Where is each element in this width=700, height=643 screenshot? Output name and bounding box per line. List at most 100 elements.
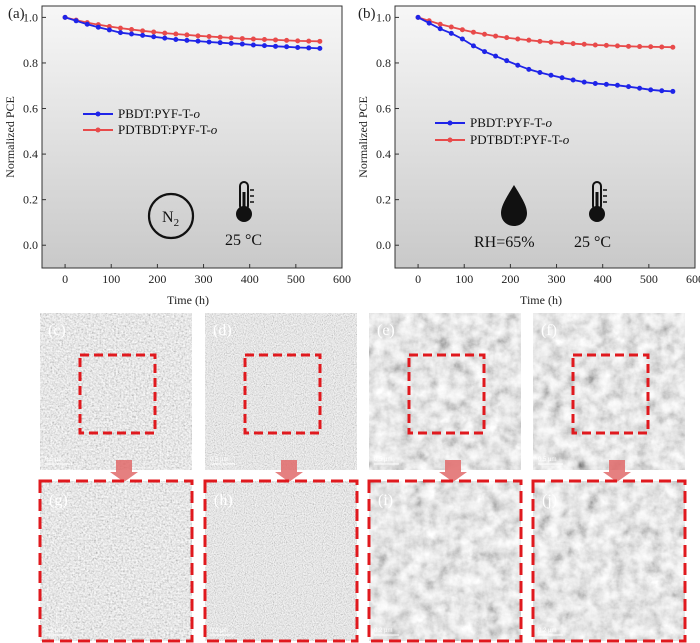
y-axis-label: Normalized PCE — [3, 96, 17, 178]
thermometer-icon-a — [236, 181, 254, 222]
chart-panel-a: (a) 0 100 200 300 400 500 600 0.0 0.2 0.4 0.6 0.8 1.0… — [3, 5, 351, 307]
n2-label: N2 — [162, 209, 179, 229]
data-point — [614, 82, 620, 88]
scale-bar-label: 0.2 µm — [210, 628, 228, 634]
afm-panel-label: (e) — [377, 322, 395, 339]
afm-panel-label: (f) — [541, 322, 557, 339]
data-point — [261, 36, 267, 42]
x-tick-label: 300 — [548, 272, 566, 286]
data-point — [670, 44, 676, 50]
scale-bar-label: 0.2 µm — [45, 628, 63, 634]
data-point — [526, 37, 532, 43]
x-tick-label: 500 — [640, 272, 658, 286]
afm-panel-label: (d) — [213, 322, 232, 339]
temperature-label-a: 25 °C — [225, 232, 262, 249]
y-tick-label: 0.4 — [376, 147, 391, 161]
afm-image — [533, 313, 685, 470]
data-point — [648, 44, 654, 50]
data-point — [448, 30, 454, 36]
x-tick-label: 0 — [415, 272, 421, 286]
legend-label-main: PDTBDT:PYF-T- — [118, 122, 211, 137]
afm-zoom-image — [205, 481, 357, 641]
data-point — [273, 43, 279, 49]
afm-panel-label: (i) — [378, 492, 393, 509]
scale-bar-label: 0.5 µm — [210, 457, 228, 463]
data-point — [284, 37, 290, 43]
data-point — [614, 43, 620, 49]
data-point — [206, 34, 212, 40]
zoom-arrow-icon — [439, 460, 467, 482]
legend-label: PDTBDT:PYF-T-o — [470, 132, 570, 147]
data-point — [482, 49, 488, 55]
data-point — [62, 14, 68, 20]
afm-panel-label: (h) — [214, 492, 233, 509]
data-point — [659, 44, 665, 50]
x-tick-label: 400 — [594, 272, 612, 286]
data-point — [548, 39, 554, 45]
data-point — [106, 27, 112, 33]
data-point — [526, 66, 532, 72]
data-point — [493, 53, 499, 59]
y-axis-label: Normalized PCE — [356, 96, 370, 178]
x-axis-label: Time (h) — [167, 293, 209, 307]
data-point — [228, 35, 234, 41]
x-tick-label: 100 — [102, 272, 120, 286]
chart-panel-b: (b) 0 100 200 300 400 500 600 0.0 0.2 0.4 0.6 0.8 1.0… — [356, 5, 700, 307]
data-point — [250, 36, 256, 42]
data-point — [284, 44, 290, 50]
data-point — [217, 40, 223, 46]
data-point — [548, 72, 554, 78]
data-point — [195, 33, 201, 39]
data-point — [470, 29, 476, 35]
data-point — [626, 84, 632, 90]
data-point — [261, 43, 267, 49]
panel-label: (a) — [8, 6, 25, 22]
data-point — [195, 38, 201, 44]
legend-marker — [447, 120, 453, 126]
data-point — [592, 42, 598, 48]
data-point — [437, 26, 443, 32]
x-axis-label: Time (h) — [520, 293, 562, 307]
plot-area — [394, 5, 696, 269]
y-tick-label: 0.4 — [23, 147, 38, 161]
data-point — [317, 38, 323, 44]
x-tick-label: 500 — [287, 272, 305, 286]
n2-annotation: N2 — [147, 192, 195, 240]
afm-images: (c) 0.5 µm (d) 0.5 µm (e) 0.5 µm (f) 0.5 µm (g) 0… — [38, 313, 687, 643]
humidity-label: RH=65% — [474, 234, 535, 251]
afm-image — [205, 313, 357, 470]
data-point — [459, 27, 465, 33]
data-point — [637, 44, 643, 50]
x-tick-label: 100 — [455, 272, 473, 286]
water-drop-icon — [501, 185, 527, 226]
y-tick-label: 0.0 — [23, 238, 38, 252]
data-point — [426, 20, 432, 26]
x-tick-label: 300 — [195, 272, 213, 286]
data-point — [515, 36, 521, 42]
data-point — [117, 30, 123, 36]
data-point — [515, 62, 521, 68]
data-point — [592, 80, 598, 86]
legend-label: PBDT:PYF-T-o — [470, 115, 552, 130]
data-point — [162, 30, 168, 36]
afm-zoom-image — [369, 481, 521, 641]
data-point — [228, 40, 234, 46]
x-tick-label: 400 — [241, 272, 259, 286]
zoom-region-box — [78, 353, 157, 435]
zoom-region-box — [407, 353, 486, 435]
zoom-frame — [531, 479, 687, 643]
x-tick-label: 0 — [62, 272, 68, 286]
afm-zoom-image — [533, 481, 685, 641]
data-point — [129, 31, 135, 37]
y-tick-label: 0.0 — [376, 238, 391, 252]
legend-marker — [95, 127, 101, 133]
afm-panel-label: (j) — [542, 492, 557, 509]
zoom-arrow-icon — [110, 460, 138, 482]
data-point — [493, 33, 499, 39]
data-point — [570, 77, 576, 83]
data-point — [184, 37, 190, 43]
data-point — [470, 43, 476, 49]
data-point — [626, 43, 632, 49]
data-point — [504, 58, 510, 64]
